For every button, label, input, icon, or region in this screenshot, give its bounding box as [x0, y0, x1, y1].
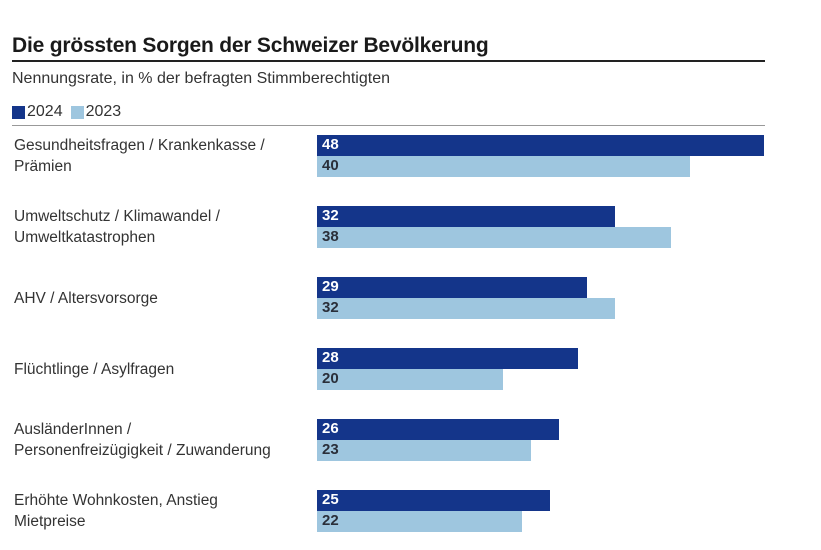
- legend-item-2023: 2023: [70, 103, 122, 121]
- category-label: Umweltschutz / Klimawandel / Umweltkatast…: [14, 208, 220, 246]
- data-label: 22: [322, 512, 339, 529]
- data-label: 20: [322, 370, 339, 387]
- legend: 2024 2023: [12, 103, 121, 121]
- data-label: 38: [322, 228, 339, 245]
- bar-2024: 48: [317, 135, 764, 156]
- category-label: Gesundheitsfragen / Krankenkasse / Prämie…: [14, 137, 265, 175]
- data-label: 32: [322, 299, 339, 316]
- data-label: 29: [322, 278, 339, 295]
- category-label: Erhöhte Wohnkosten, Anstieg Mietpreise: [14, 492, 218, 530]
- category-label: Flüchtlinge / Asylfragen: [14, 361, 175, 378]
- bar-2024: 28: [317, 348, 578, 369]
- data-label: 26: [322, 420, 339, 437]
- data-label: 25: [322, 491, 339, 508]
- data-label: 23: [322, 441, 339, 458]
- legend-item-2024: 2024: [12, 103, 63, 121]
- legend-swatch: [12, 105, 25, 119]
- bar-2023: 32: [317, 298, 615, 319]
- legend-label: 2024: [27, 103, 63, 120]
- data-label: 32: [322, 207, 339, 224]
- bar-2023: 20: [317, 369, 504, 390]
- legend-rule: [12, 125, 765, 126]
- chart-title: Die grössten Sorgen der Schweizer Bevölk…: [12, 34, 489, 57]
- bar-2024: 29: [317, 277, 588, 298]
- bar-2023: 40: [317, 156, 690, 177]
- title-rule: [12, 60, 765, 62]
- chart-subtitle: Nennungsrate, in % der befragten Stimmbe…: [12, 70, 390, 87]
- bar-2023: 23: [317, 440, 532, 461]
- data-label: 48: [322, 136, 339, 153]
- legend-label: 2023: [85, 103, 122, 120]
- category-label: AusländerInnen / Personenfreizügigkeit / …: [14, 421, 271, 459]
- bar-2024: 25: [317, 490, 550, 511]
- bar-2023: 22: [317, 511, 522, 532]
- bar-2024: 26: [317, 419, 560, 440]
- data-label: 40: [322, 157, 339, 174]
- category-label: AHV / Altersvorsorge: [14, 290, 158, 307]
- bar-2024: 32: [317, 206, 615, 227]
- bar-2023: 38: [317, 227, 671, 248]
- data-label: 28: [322, 349, 339, 366]
- legend-swatch: [70, 105, 84, 119]
